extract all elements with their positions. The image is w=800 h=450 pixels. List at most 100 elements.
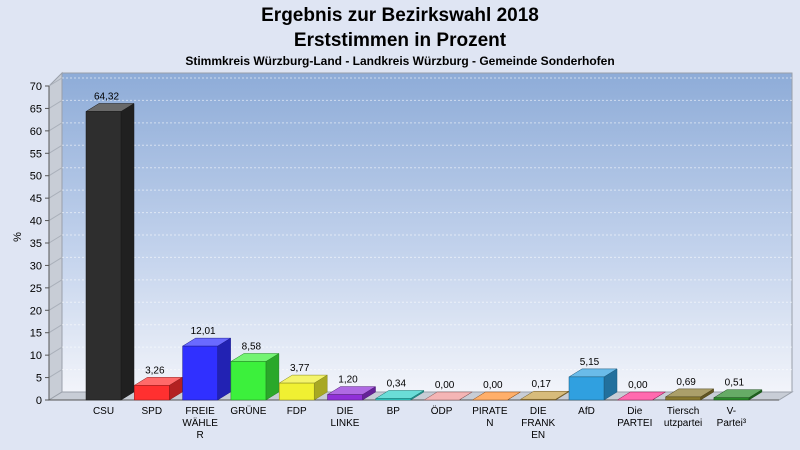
value-label: 0,00	[435, 380, 455, 391]
category-label: BP	[387, 406, 401, 417]
y-axis-ticks: 0 5 10 15 20 25 30 35 40 45 50 55 60 65 70	[30, 81, 49, 407]
category-label: ÖDP	[431, 405, 453, 417]
category-label-line: N	[486, 418, 493, 429]
chart-subtitle: Stimmkreis Würzburg-Land - Landkreis Wür…	[185, 54, 614, 68]
category-label-line: Partei³	[717, 418, 747, 429]
bar	[616, 391, 667, 401]
value-label: 3,26	[145, 365, 165, 376]
category-label: FDP	[287, 406, 307, 417]
plot-back-wall	[61, 72, 793, 393]
category-label-line: FREIE	[185, 406, 215, 417]
value-label: 64,32	[94, 91, 119, 102]
bars	[85, 103, 763, 401]
category-label-line: V-	[727, 406, 736, 417]
value-label: 8,58	[242, 342, 262, 353]
value-label: 0,69	[676, 377, 696, 388]
y-tick-label: 20	[30, 305, 42, 317]
category-label-line: utzpartei	[664, 418, 702, 429]
grid-line-side	[48, 189, 63, 199]
bar	[519, 390, 570, 401]
category-label: DIE FRANK EN	[521, 406, 555, 441]
value-label: 0,17	[531, 379, 551, 390]
bar	[278, 374, 329, 401]
bar	[230, 353, 280, 401]
bar	[85, 103, 135, 401]
grid-line-side	[48, 257, 63, 266]
value-label: 0,34	[387, 378, 407, 389]
grid-line-side	[48, 144, 63, 154]
grid-line-side	[48, 234, 63, 244]
category-label-line: Die	[627, 406, 642, 417]
category-label-line: GRÜNE	[230, 405, 266, 417]
category-label: SPD	[142, 406, 163, 417]
y-tick-label: 40	[30, 216, 42, 228]
bar	[133, 376, 184, 401]
bar	[471, 391, 522, 401]
y-tick-label: 65	[30, 103, 42, 115]
grid-line-side	[48, 167, 63, 177]
value-label: 1,20	[338, 375, 358, 386]
category-label: AfD	[578, 406, 595, 417]
y-tick-label: 0	[36, 395, 42, 407]
y-tick-label: 15	[30, 328, 42, 340]
category-label-line: CSU	[93, 406, 114, 417]
value-label: 12,01	[191, 326, 216, 337]
category-label-line: ÖDP	[431, 405, 453, 417]
y-tick-label: 25	[30, 283, 42, 295]
grid-line-side	[48, 122, 63, 132]
grid-line-side	[48, 100, 63, 109]
value-label: 0,00	[628, 380, 648, 391]
category-label: Die PARTEI	[617, 406, 652, 429]
category-label-line: Tiersch	[667, 406, 699, 417]
value-label: 0,00	[483, 380, 503, 391]
y-tick-label: 45	[30, 193, 42, 205]
chart-title-line2: Erststimmen in Prozent	[294, 30, 507, 51]
bar	[713, 389, 763, 401]
category-label-line: R	[196, 430, 203, 441]
y-tick-label: 55	[30, 148, 42, 160]
category-label: GRÜNE	[230, 405, 266, 417]
y-tick-label: 10	[30, 350, 42, 362]
category-label-line: FRANK	[521, 418, 555, 429]
bar	[374, 390, 425, 401]
category-label-line: DIE	[530, 406, 547, 417]
category-label-line: BP	[387, 406, 401, 417]
bar	[423, 391, 473, 401]
category-label-line: SPD	[142, 406, 163, 417]
category-label-line: PIRATE	[472, 406, 508, 417]
grid-line-side	[48, 212, 63, 221]
category-label: PIRATE N	[472, 406, 508, 429]
y-tick-label: 60	[30, 126, 42, 138]
value-labels: 64,32 3,26 12,01 8,58 3,77 1,20 0,34 0,00 0,00 0,…	[94, 91, 745, 391]
category-label: Tiersch utzpartei	[664, 406, 702, 429]
bar	[326, 386, 377, 401]
grid-line-side	[48, 369, 63, 378]
y-tick-label: 50	[30, 171, 42, 183]
grid-line-side	[48, 324, 63, 334]
y-tick-label: 35	[30, 238, 42, 250]
chart-title: Ergebnis zur Bezirkswahl 2018	[261, 5, 539, 26]
grid-line-side	[48, 346, 63, 356]
category-label-line: EN	[531, 430, 545, 441]
value-label: 0,51	[725, 378, 745, 389]
grid-line-side	[48, 301, 63, 311]
category-label: CSU	[93, 406, 114, 417]
category-label-line: WÄHLE	[182, 417, 218, 429]
category-label-line: AfD	[578, 406, 595, 417]
bar	[181, 337, 232, 401]
y-axis-label: %	[12, 232, 24, 242]
category-label-line: LINKE	[331, 418, 360, 429]
category-label: V-Partei³	[717, 406, 747, 429]
y-tick-label: 30	[30, 260, 42, 272]
bar	[664, 388, 715, 401]
category-label: FREIE WÄHLE R	[182, 406, 218, 441]
category-label: DIE LINKE	[331, 406, 360, 429]
category-label-line: FDP	[287, 406, 307, 417]
value-label: 5,15	[580, 357, 600, 368]
grid-line-side	[48, 77, 63, 87]
bar	[568, 368, 618, 401]
value-label: 3,77	[290, 363, 310, 374]
grid-line-side	[48, 279, 63, 289]
